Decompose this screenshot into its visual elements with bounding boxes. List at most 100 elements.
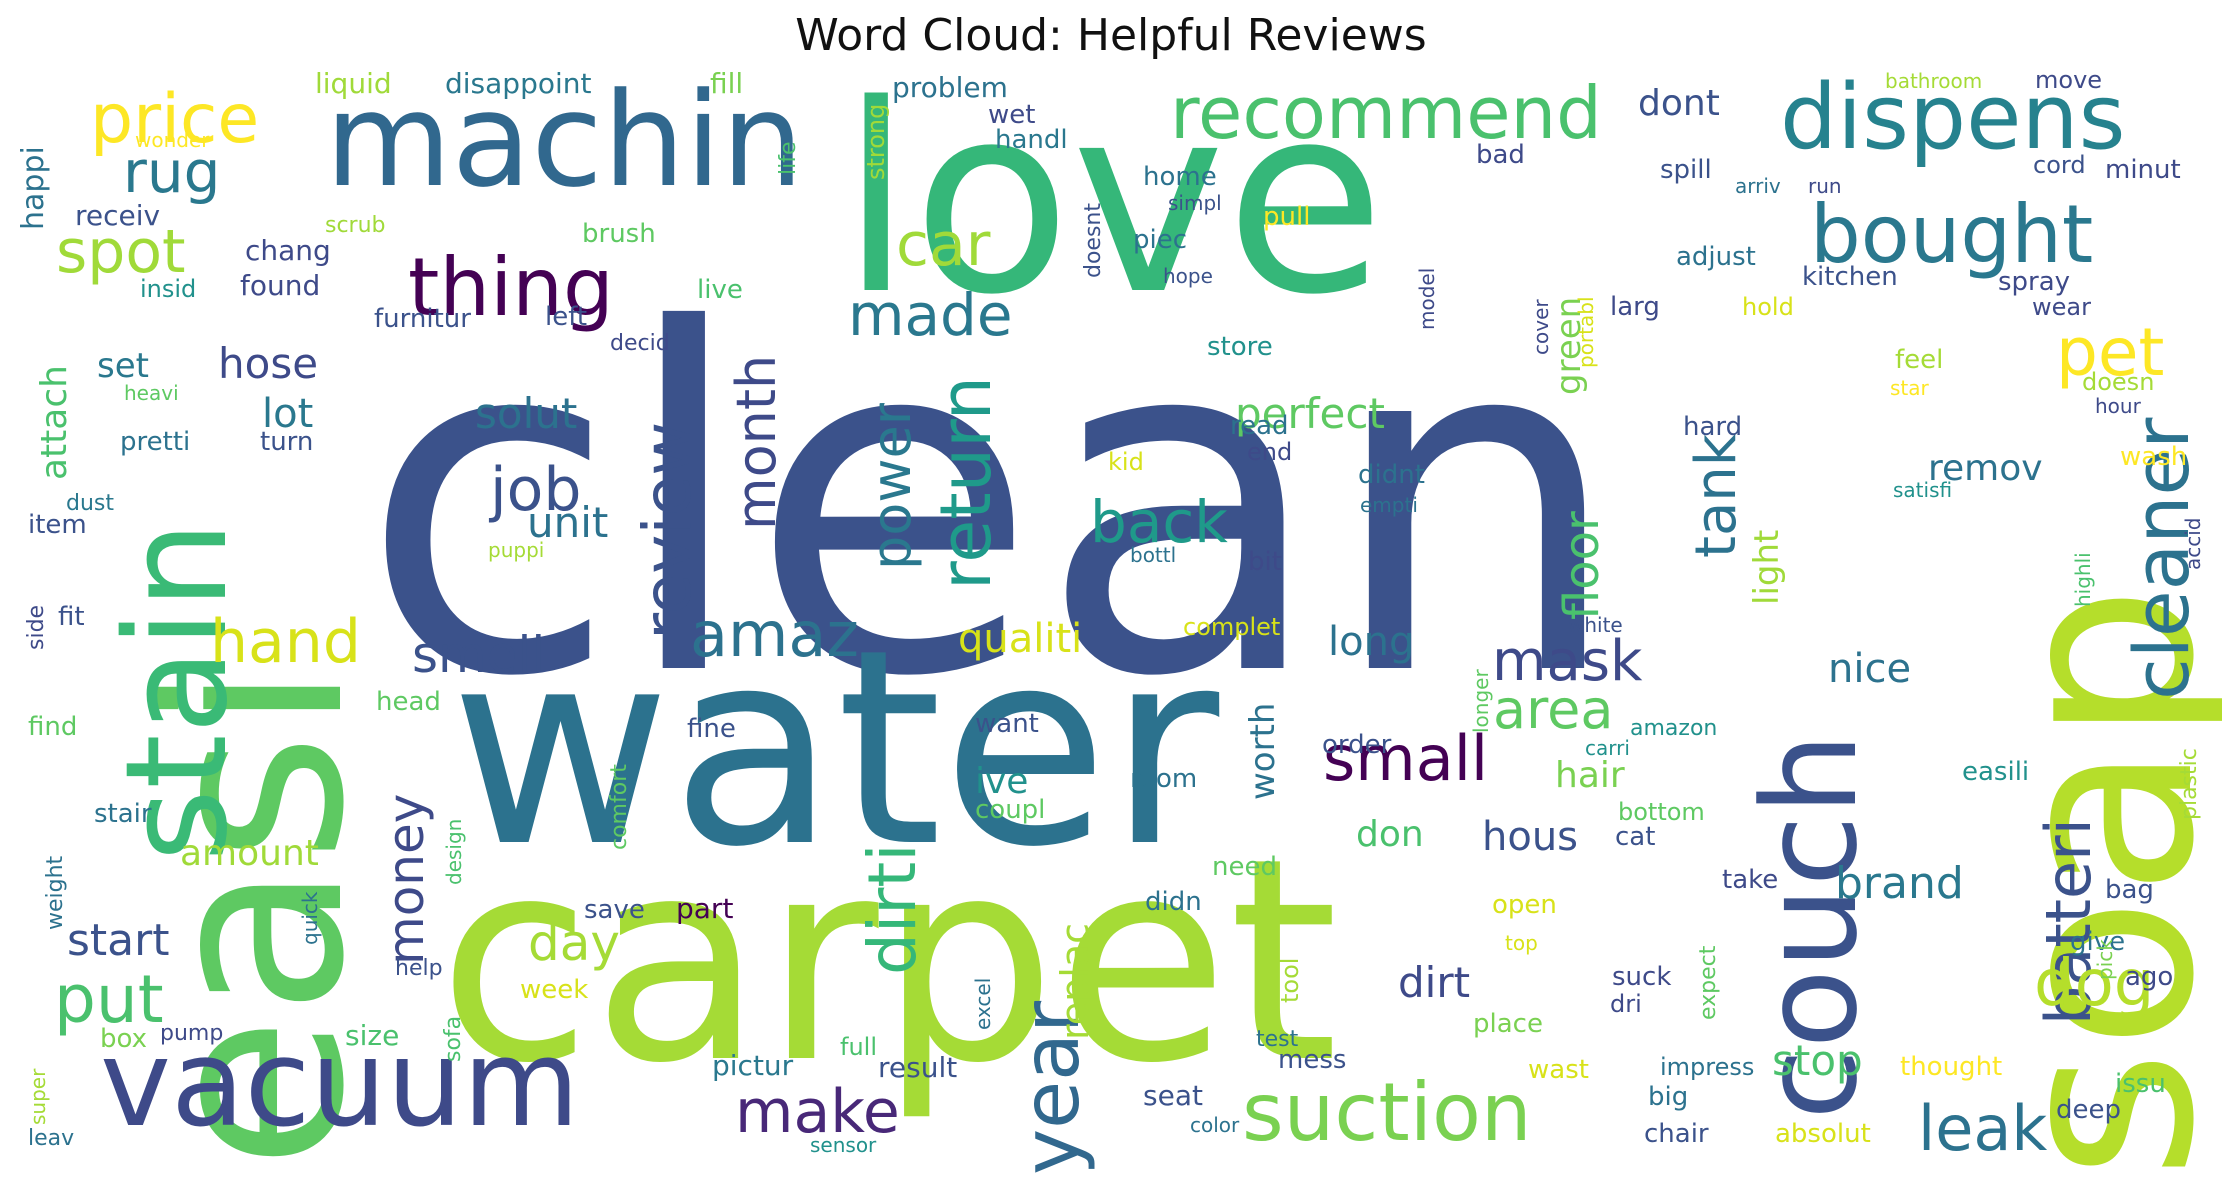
word-machin: machin — [325, 64, 804, 216]
word-price: price — [90, 80, 259, 159]
word-power: power — [860, 402, 923, 570]
word-fit: fit — [58, 602, 85, 632]
word-car: car — [896, 210, 991, 280]
word-adjust: adjust — [1676, 242, 1756, 272]
word-pictur: pictur — [712, 1049, 794, 1082]
word-kid: kid — [1108, 448, 1144, 476]
word-move: move — [2035, 66, 2102, 94]
word-easi: easi — [108, 663, 399, 1170]
word-qualiti: qualiti — [958, 616, 1082, 662]
word-run: run — [1808, 174, 1842, 198]
word-smell: smell — [412, 626, 545, 684]
word-expect: expect — [1696, 945, 1721, 1020]
word-ive: ive — [975, 761, 1028, 802]
word-hose: hose — [218, 339, 318, 388]
word-kitchen: kitchen — [1802, 262, 1898, 292]
word-spot: spot — [56, 217, 186, 287]
word-highli: highli — [2071, 552, 2095, 607]
word-issu: issu — [2115, 1069, 2166, 1099]
word-mess: mess — [1278, 1045, 1346, 1075]
word-spill: spill — [1660, 155, 1712, 185]
word-bathroom: bathroom — [1885, 69, 1982, 93]
word-live: live — [697, 275, 743, 305]
word-insid: insid — [140, 275, 196, 303]
word-minut: minut — [2105, 155, 2181, 185]
word-area: area — [1493, 678, 1613, 741]
word-day: day — [528, 914, 620, 972]
word-put: put — [54, 961, 164, 1038]
word-long: long — [1328, 619, 1414, 665]
word-return: return — [925, 376, 1007, 590]
word-star: star — [1890, 376, 1930, 400]
word-chair: chair — [1644, 1119, 1709, 1149]
word-tool: tool — [1276, 958, 1304, 1003]
word-hair: hair — [1555, 755, 1625, 796]
word-bottom: bottom — [1618, 798, 1705, 826]
word-wonder: wonder — [135, 128, 210, 152]
word-green: green — [1549, 297, 1589, 395]
word-job: job — [488, 455, 581, 525]
word-unit: unit — [527, 498, 608, 547]
word-year: year — [1007, 1000, 1097, 1175]
word-week: week — [520, 975, 588, 1005]
word-simpl: simpl — [1168, 191, 1222, 215]
word-read: read — [1230, 411, 1289, 441]
word-fill: fill — [710, 67, 743, 100]
word-carri: carri — [1585, 736, 1630, 760]
word-need: need — [1212, 852, 1277, 882]
word-pump: pump — [160, 1021, 223, 1046]
chart-title: Word Cloud: Helpful Reviews — [795, 10, 1427, 61]
word-stair: stair — [94, 799, 152, 829]
word-decid: decid — [610, 331, 670, 356]
word-start: start — [67, 915, 169, 966]
word-end: end — [1247, 438, 1292, 466]
word-suck: suck — [1612, 962, 1671, 992]
word-size: size — [345, 1019, 399, 1052]
word-hand: hand — [210, 607, 361, 677]
word-stain: stain — [96, 521, 259, 862]
word-make: make — [735, 1077, 900, 1147]
word-longer: longer — [1469, 669, 1493, 733]
word-liquid: liquid — [315, 67, 392, 100]
word-store: store — [1207, 332, 1273, 362]
word-quick: quick — [298, 891, 322, 945]
word-piec: piec — [1133, 225, 1187, 255]
word-wet: wet — [988, 100, 1035, 130]
word-happi: happi — [16, 146, 51, 230]
word-empti: empti — [1360, 493, 1418, 517]
word-found: found — [240, 269, 320, 302]
word-set: set — [97, 346, 149, 386]
word-water: water — [450, 591, 1222, 906]
word-test: test — [1256, 1027, 1299, 1052]
word-wash: wash — [2120, 442, 2187, 472]
word-dog: dog — [2034, 947, 2154, 1021]
word-pull: pull — [1263, 202, 1310, 232]
word-receiv: receiv — [75, 199, 160, 232]
word-suction: suction — [1242, 1066, 1532, 1159]
word-design: design — [442, 819, 466, 885]
word-deep: deep — [2056, 1095, 2121, 1125]
word-couch: couch — [1734, 733, 1886, 1120]
word-back: back — [1090, 488, 1228, 556]
word-replac: replac — [1053, 923, 1097, 1040]
word-fine: fine — [687, 714, 736, 744]
word-excel: excel — [971, 978, 995, 1030]
word-scrub: scrub — [325, 213, 386, 238]
word-white: white — [1568, 613, 1623, 637]
word-absolut: absolut — [1775, 1119, 1871, 1149]
word-stop: stop — [1772, 1036, 1863, 1085]
word-feel: feel — [1895, 345, 1943, 375]
word-result: result — [878, 1051, 957, 1084]
word-brand: brand — [1835, 858, 1964, 909]
word-save: save — [584, 895, 645, 925]
word-wast: wast — [1528, 1055, 1589, 1085]
word-bit: bit — [1248, 547, 1282, 577]
word-color: color — [1190, 1113, 1240, 1137]
word-disappoint: disappoint — [445, 67, 592, 100]
word-soap: soap — [1958, 585, 2222, 1178]
word-big: big — [1648, 1082, 1688, 1112]
word-money: money — [377, 794, 435, 965]
word-seat: seat — [1143, 1079, 1203, 1112]
word-life: life — [776, 141, 801, 175]
word-portabl: portabl — [1574, 296, 1598, 368]
